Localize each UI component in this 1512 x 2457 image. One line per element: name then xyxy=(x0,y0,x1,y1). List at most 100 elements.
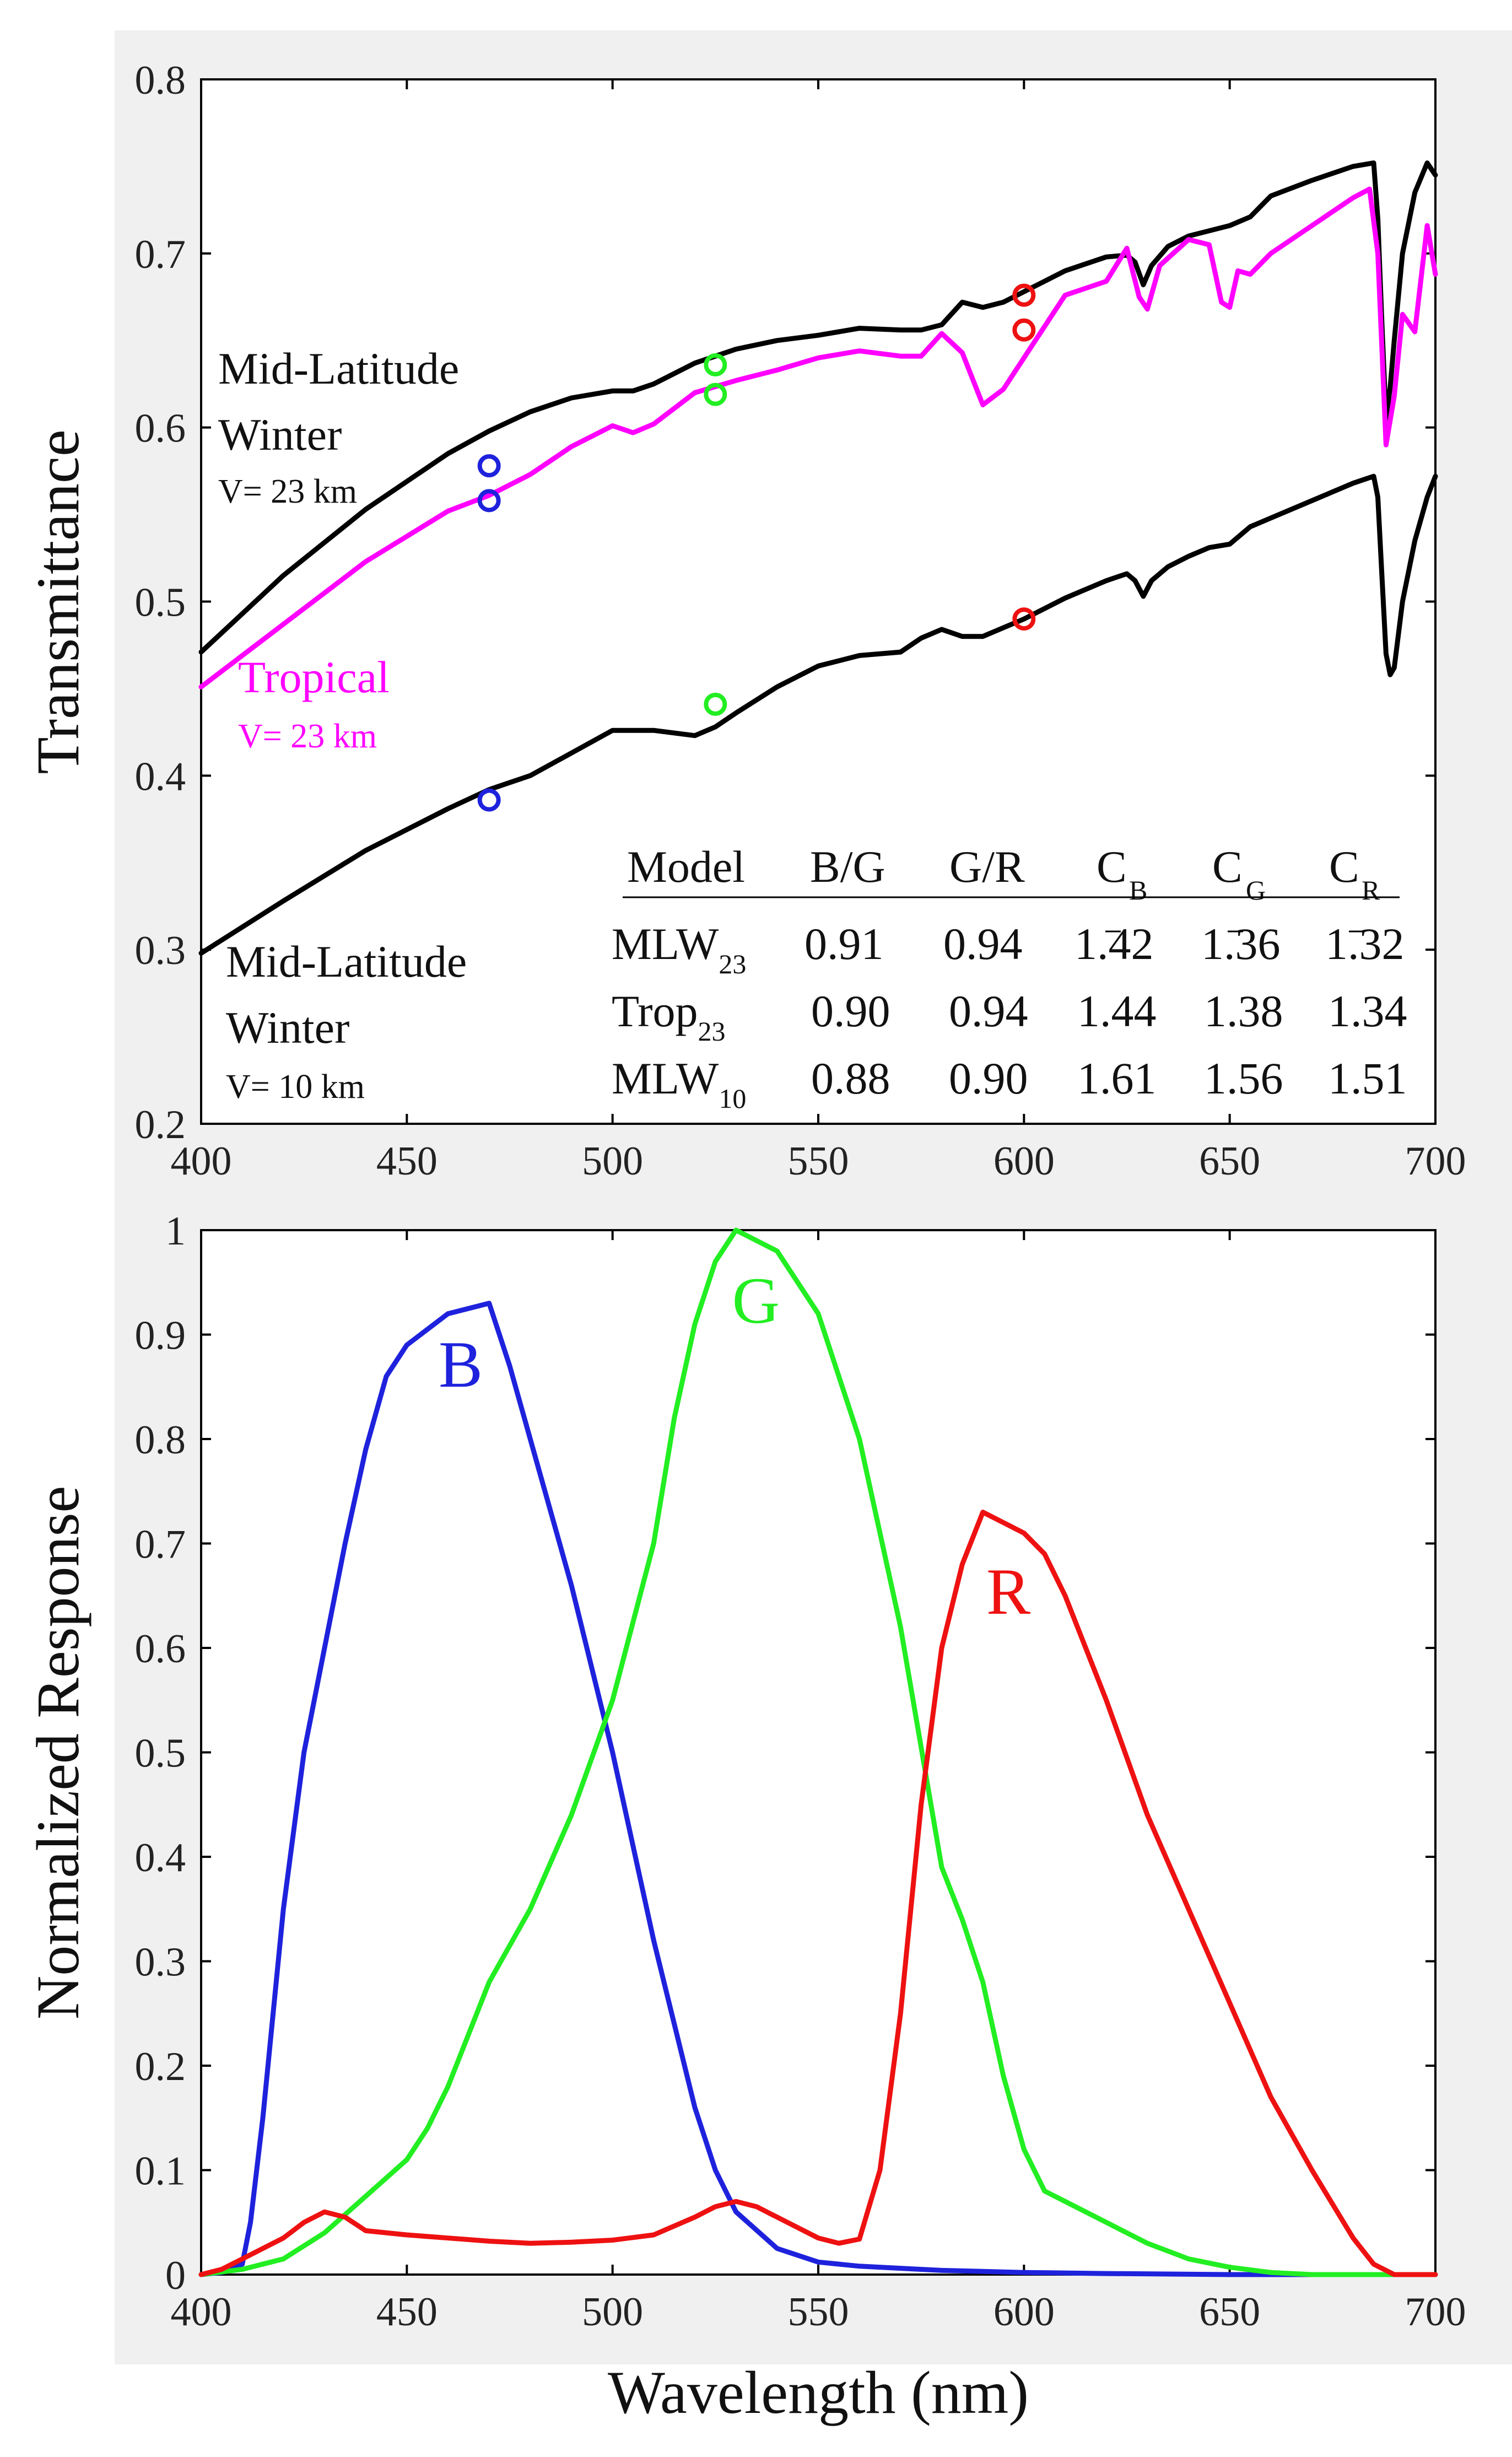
series-line-tropical-v-23-km xyxy=(198,186,1438,689)
y-tick-label: 0 xyxy=(165,2253,186,2298)
response-chart: 400 450 500 550 600 650 700 0 0.1 0.2 0.3 0.4 0.5 0.6… xyxy=(24,1209,1466,2426)
y-tick-label: 0.6 xyxy=(135,406,186,451)
table-cell: 0.90 xyxy=(811,986,890,1036)
table-header-gr: G/R xyxy=(949,842,1025,892)
table-cell-model: MLW23 xyxy=(612,919,746,979)
x-tick-label: 550 xyxy=(788,2289,849,2335)
tropical-label: Tropical xyxy=(238,652,390,702)
transmittance-ticks: 400 450 500 550 600 650 700 0.2 0.3 0.4 0.5 0.6 0.7 0… xyxy=(135,58,1466,1184)
table-cell: 1.51 xyxy=(1328,1053,1407,1103)
table-cell: 0.90 xyxy=(949,1053,1028,1103)
table-cell: 1.38 xyxy=(1204,986,1283,1036)
table-header-model: Model xyxy=(627,842,745,892)
table-header-cg-sub: G xyxy=(1246,875,1266,906)
x-tick-label: 650 xyxy=(1199,1139,1260,1184)
y-tick-label: 0.8 xyxy=(135,58,186,103)
mlw23-label-line2: Winter xyxy=(218,410,342,460)
transmittance-markers xyxy=(477,283,1036,812)
table-cell: 1.32 xyxy=(1325,919,1405,969)
table-cell: 1.61 xyxy=(1077,1053,1157,1103)
table-header-cb: C xyxy=(1097,842,1127,892)
ratio-table: Model B/G G/R C B C G C R MLW23 0.91 0.9… xyxy=(612,842,1407,1114)
band-label-r: R xyxy=(986,1555,1030,1628)
y-tick-label: 0.6 xyxy=(135,1626,186,1672)
band-label-b: B xyxy=(439,1328,483,1401)
response-y-axis-title: Normalized Response xyxy=(24,1486,91,2019)
table-row: MLW10 0.88 0.90 1.61 1.56 1.51 xyxy=(612,1053,1407,1114)
x-tick-label: 500 xyxy=(582,2289,643,2335)
y-tick-label: 0.9 xyxy=(135,1313,186,1359)
table-cell: 1.42 xyxy=(1074,919,1154,969)
mlw10-visibility: V= 10 km xyxy=(226,1068,365,1106)
y-tick-label: 0.1 xyxy=(135,2149,186,2194)
response-x-axis-title: Wavelength (nm) xyxy=(608,2359,1029,2426)
transmittance-y-axis-title: Transmittance xyxy=(24,429,91,774)
x-tick-label: 550 xyxy=(788,1139,849,1184)
marker-red xyxy=(1012,318,1036,342)
table-cell: 1.56 xyxy=(1204,1053,1283,1103)
transmittance-series xyxy=(198,160,1438,956)
table-cell: 1.36 xyxy=(1201,919,1281,969)
y-tick-label: 0.5 xyxy=(135,1731,186,1776)
table-cell: 0.94 xyxy=(949,986,1028,1036)
table-header-cb-sub: B xyxy=(1129,875,1147,906)
marker-green xyxy=(704,353,727,376)
marker-blue xyxy=(477,454,501,478)
table-cell-model: Trop23 xyxy=(612,986,726,1047)
response-series xyxy=(198,1227,1438,2277)
y-tick-label: 0.7 xyxy=(135,232,186,277)
marker-red xyxy=(1012,283,1036,307)
marker-red xyxy=(1012,607,1036,631)
x-tick-label: 450 xyxy=(376,1139,438,1184)
transmittance-plot-area xyxy=(200,78,1437,1125)
marker-green xyxy=(704,382,727,406)
y-tick-label: 0.2 xyxy=(135,2044,186,2089)
table-header-cg: C xyxy=(1212,842,1243,892)
band-label-g: G xyxy=(732,1264,780,1337)
x-tick-label: 450 xyxy=(376,2289,438,2335)
x-tick-label: 600 xyxy=(993,2289,1055,2335)
y-tick-label: 1 xyxy=(165,1209,186,1254)
marker-blue xyxy=(477,788,501,812)
marker-green xyxy=(704,692,727,716)
table-cell: 0.94 xyxy=(943,919,1023,969)
table-row: MLW23 0.91 0.94 1.42 1.36 1.32 xyxy=(612,919,1405,979)
series-line-b xyxy=(198,1301,1438,2277)
x-tick-label: 700 xyxy=(1405,2289,1466,2335)
response-ticks: 400 450 500 550 600 650 700 0 0.1 0.2 0.3 0.4 0.5 0.6… xyxy=(135,1209,1466,2335)
series-line-mid-latitude-winter-v-10-km xyxy=(198,473,1438,956)
mlw23-visibility: V= 23 km xyxy=(218,473,357,510)
x-tick-label: 650 xyxy=(1199,2289,1260,2335)
tropical-visibility: V= 23 km xyxy=(238,718,377,755)
response-plot-area xyxy=(200,1229,1437,2276)
x-tick-label: 500 xyxy=(582,1139,643,1184)
series-line-r xyxy=(198,1510,1438,2277)
y-tick-label: 0.3 xyxy=(135,928,186,973)
y-tick-label: 0.7 xyxy=(135,1522,186,1567)
table-row: Trop23 0.90 0.94 1.44 1.38 1.34 xyxy=(612,986,1407,1047)
transmittance-chart: 400 450 500 550 600 650 700 0.2 0.3 0.4 0.5 0.6 0.7 0… xyxy=(24,58,1466,1184)
x-tick-label: 400 xyxy=(171,2289,232,2335)
y-tick-label: 0.8 xyxy=(135,1418,186,1463)
table-header-cr-sub: R xyxy=(1362,875,1380,906)
series-line-g xyxy=(198,1227,1438,2277)
table-cell: 0.88 xyxy=(811,1053,890,1103)
mlw23-label-line1: Mid-Latitude xyxy=(218,343,459,394)
y-tick-label: 0.4 xyxy=(135,1835,186,1881)
marker-blue xyxy=(477,489,501,513)
y-tick-label: 0.5 xyxy=(135,580,186,626)
y-tick-label: 0.2 xyxy=(135,1102,186,1147)
x-tick-label: 400 xyxy=(171,1139,232,1184)
mlw10-label-line2: Winter xyxy=(226,1003,349,1053)
table-cell: 0.91 xyxy=(804,919,884,969)
mlw10-label-line1: Mid-Latitude xyxy=(226,936,467,987)
table-header-cr: C xyxy=(1329,842,1359,892)
table-cell-model: MLW10 xyxy=(612,1053,746,1114)
y-tick-label: 0.3 xyxy=(135,1940,186,1985)
table-cell: 1.44 xyxy=(1077,986,1157,1036)
x-tick-label: 700 xyxy=(1405,1139,1466,1184)
table-header-bg: B/G xyxy=(810,842,885,892)
x-tick-label: 600 xyxy=(993,1139,1055,1184)
y-tick-label: 0.4 xyxy=(135,754,186,799)
